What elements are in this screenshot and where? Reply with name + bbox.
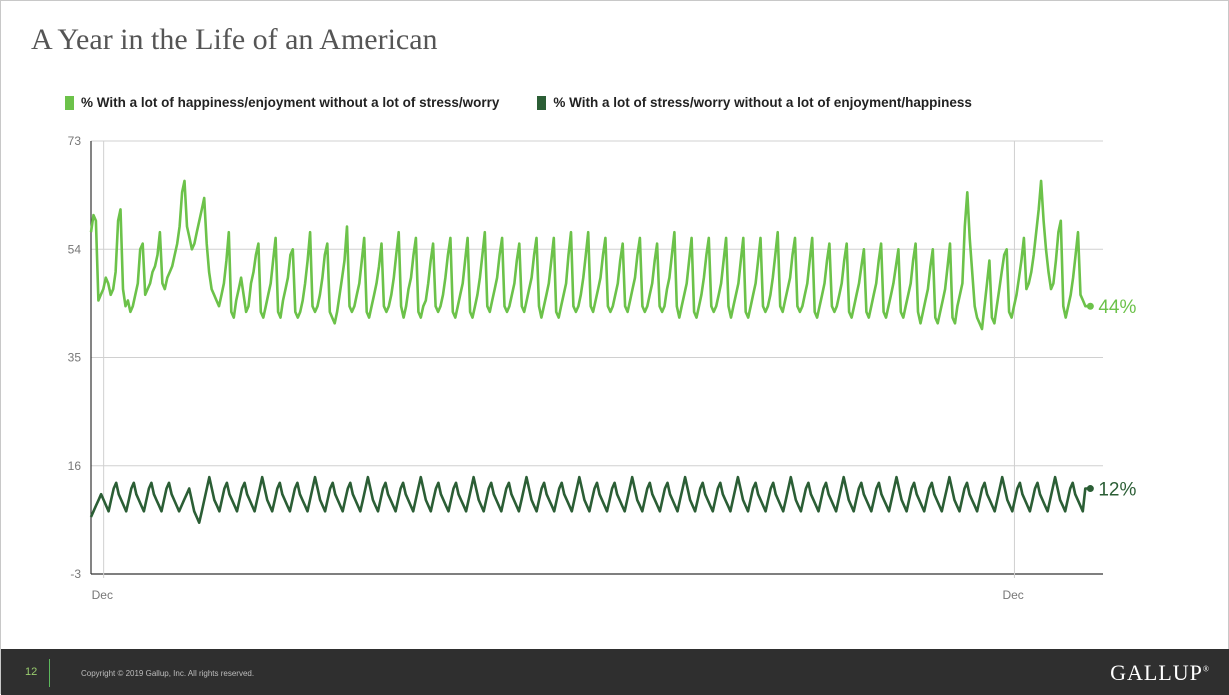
series-line-stress — [89, 475, 1091, 525]
series-end-label-stress: 12% — [1098, 480, 1136, 501]
footer-bar: 12 Copyright © 2019 Gallup, Inc. All rig… — [1, 649, 1229, 695]
series-end-point-stress — [1086, 485, 1094, 493]
legend-item-stress[interactable]: % With a lot of stress/worry without a l… — [537, 95, 972, 110]
slide-title: A Year in the Life of an American — [31, 23, 438, 56]
copyright-text: Copyright © 2019 Gallup, Inc. All rights… — [81, 669, 255, 678]
x-tick-label-1: Dec — [1002, 588, 1023, 602]
legend-swatch-happiness — [65, 95, 74, 110]
legend-label-stress: % With a lot of stress/worry without a l… — [553, 95, 972, 110]
y-tick-label-4: -3 — [70, 567, 81, 581]
legend-item-happiness[interactable]: % With a lot of happiness/enjoyment with… — [65, 95, 499, 110]
y-tick-label-3: 16 — [68, 459, 82, 473]
line-chart: 73 54 35 16 -3 Dec Dec 44% 12% — [68, 134, 1137, 602]
y-tick-label-0: 73 — [68, 134, 82, 148]
footer-divider — [49, 659, 50, 687]
y-tick-label-1: 54 — [68, 242, 82, 256]
chart-legend: % With a lot of happiness/enjoyment with… — [65, 95, 972, 110]
legend-swatch-stress — [537, 95, 547, 110]
page-number: 12 — [25, 666, 38, 678]
series-end-label-happiness: 44% — [1098, 297, 1136, 318]
series-line-happiness — [89, 179, 1091, 331]
legend-label-happiness: % With a lot of happiness/enjoyment with… — [81, 95, 500, 110]
series-end-point-happiness — [1086, 302, 1094, 310]
y-tick-label-2: 35 — [68, 351, 82, 365]
x-tick-label-0: Dec — [92, 588, 113, 602]
gallup-logo: GALLUP® — [1110, 660, 1210, 685]
